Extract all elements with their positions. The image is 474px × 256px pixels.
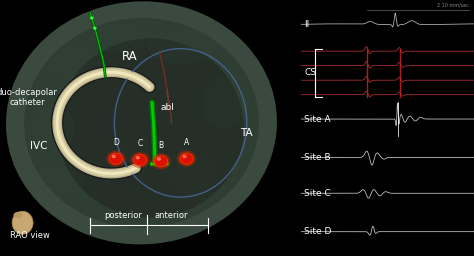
Ellipse shape — [14, 212, 23, 218]
Ellipse shape — [12, 211, 33, 234]
Text: anterior: anterior — [155, 210, 188, 220]
Circle shape — [90, 16, 93, 19]
Ellipse shape — [24, 18, 259, 228]
Text: C: C — [137, 140, 143, 148]
Circle shape — [151, 153, 171, 169]
Ellipse shape — [201, 77, 250, 128]
Text: Site B: Site B — [304, 153, 331, 162]
Ellipse shape — [36, 161, 84, 197]
Ellipse shape — [90, 23, 151, 54]
Text: 2 10 mm/sec: 2 10 mm/sec — [437, 3, 469, 8]
Circle shape — [106, 151, 126, 167]
Circle shape — [133, 154, 146, 166]
Text: Site C: Site C — [304, 189, 331, 198]
Ellipse shape — [33, 105, 75, 151]
Circle shape — [109, 153, 122, 164]
Circle shape — [157, 157, 161, 161]
Text: posterior: posterior — [104, 210, 142, 220]
Text: RAO view: RAO view — [10, 231, 50, 240]
Text: D: D — [113, 138, 119, 147]
Text: duo-decapolar
catheter: duo-decapolar catheter — [0, 88, 57, 107]
Circle shape — [155, 156, 168, 167]
Circle shape — [93, 27, 97, 30]
Ellipse shape — [147, 28, 214, 64]
Ellipse shape — [173, 156, 218, 202]
Circle shape — [136, 156, 140, 159]
Ellipse shape — [248, 0, 354, 45]
Text: B: B — [158, 141, 164, 150]
Text: Site D: Site D — [304, 227, 332, 236]
Ellipse shape — [0, 0, 53, 45]
Text: RA: RA — [122, 50, 137, 63]
Text: TA: TA — [240, 128, 253, 138]
Ellipse shape — [0, 211, 53, 256]
Text: abl: abl — [160, 103, 174, 112]
Circle shape — [112, 155, 116, 158]
Circle shape — [177, 151, 196, 167]
Text: A: A — [184, 138, 189, 147]
Ellipse shape — [48, 49, 102, 79]
Ellipse shape — [57, 38, 244, 218]
Text: II: II — [304, 20, 310, 29]
Text: IVC: IVC — [30, 141, 48, 151]
Text: CS: CS — [304, 68, 317, 78]
Ellipse shape — [6, 1, 277, 244]
Circle shape — [182, 155, 187, 158]
Circle shape — [180, 153, 193, 164]
Text: Site A: Site A — [304, 114, 331, 124]
Ellipse shape — [248, 211, 354, 256]
Circle shape — [130, 152, 150, 168]
